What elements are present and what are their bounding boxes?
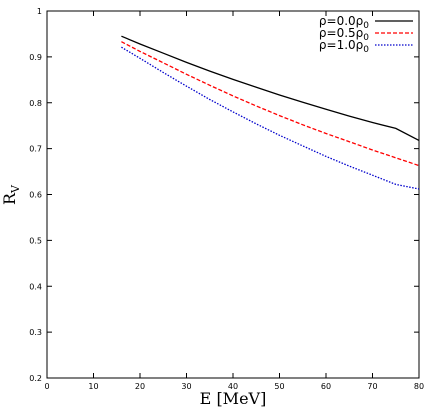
y-tick-label: 0.5 [29, 236, 42, 245]
y-axis-label: RV [0, 184, 22, 205]
x-tick-label: 0 [44, 382, 49, 391]
y-tick-label: 0.2 [29, 374, 42, 383]
legend-label-2: ρ=1.0ρ0 [319, 38, 369, 55]
y-tick-label: 0.9 [29, 53, 42, 62]
x-tick-label: 20 [135, 382, 145, 391]
x-tick-label: 60 [321, 382, 331, 391]
y-tick-label: 0.3 [29, 328, 42, 337]
x-tick-label: 50 [274, 382, 284, 391]
ticks: 0 10 20 30 40 50 60 70 80 0.2 0.3 0.4 0.5 0.6 0.7 0.8 0.… [29, 7, 424, 391]
x-tick-label: 40 [228, 382, 238, 391]
y-tick-label: 0.6 [29, 191, 42, 200]
x-tick-label: 10 [88, 382, 98, 391]
series-line-1 [121, 41, 420, 167]
y-tick-label: 0.8 [29, 99, 42, 108]
series-group [121, 35, 420, 190]
y-tick-label: 0.4 [29, 282, 42, 291]
series-line-2 [121, 46, 420, 190]
y-tick-label: 0.7 [29, 145, 42, 154]
x-tick-label: 80 [414, 382, 424, 391]
x-tick-label: 70 [367, 382, 377, 391]
y-axis-label-main: R [0, 192, 19, 205]
series-line-0 [121, 35, 420, 141]
x-tick-label: 30 [181, 382, 191, 391]
y-tick-label: 1 [37, 7, 42, 16]
legend-label-0: ρ=0.0ρ0 [319, 14, 369, 31]
y-axis-label-sub: V [9, 184, 22, 194]
legend-label-1: ρ=0.5ρ0 [319, 26, 369, 43]
plot-frame [46, 10, 420, 379]
x-axis-label: E [MeV] [200, 389, 267, 408]
